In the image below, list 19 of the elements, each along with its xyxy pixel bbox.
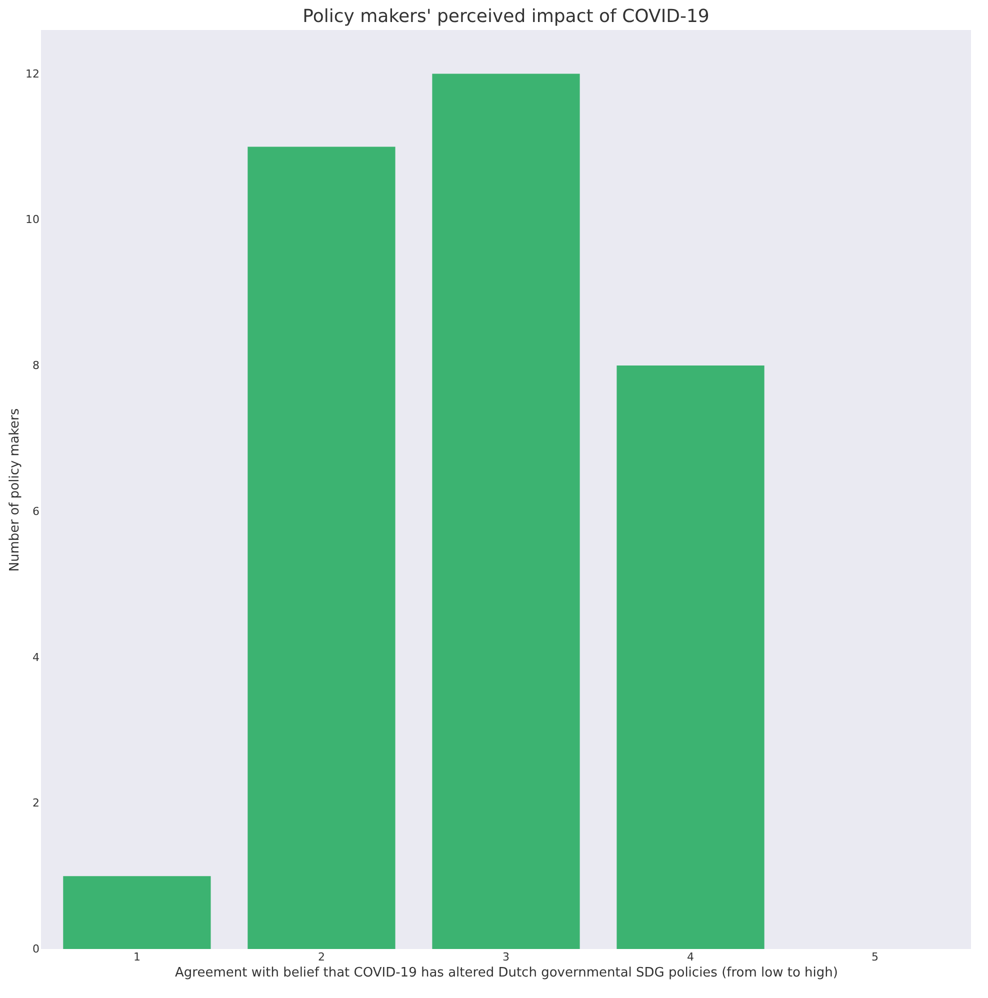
x-tick-label: 1 xyxy=(133,950,140,964)
y-tick-label: 12 xyxy=(26,67,40,80)
y-tick-label: 0 xyxy=(32,942,40,956)
x-tick-label: 3 xyxy=(502,950,510,964)
x-axis-title: Agreement with belief that COVID-19 has altered Dutch governmental SDG policies (from low to high) xyxy=(175,966,838,980)
x-tick-label: 4 xyxy=(687,950,694,964)
bar xyxy=(616,366,764,949)
y-axis-title: Number of policy makers xyxy=(8,408,23,572)
y-tick-label: 8 xyxy=(32,359,40,372)
y-tick-label: 6 xyxy=(32,504,40,518)
bar xyxy=(432,74,580,949)
y-tick-label: 10 xyxy=(26,213,40,226)
y-tick-label: 2 xyxy=(32,796,40,810)
x-tick-label: 2 xyxy=(318,950,325,964)
y-tick-label: 4 xyxy=(32,650,40,664)
bar xyxy=(248,146,396,949)
x-tick-label: 5 xyxy=(872,950,879,964)
bar xyxy=(63,876,211,949)
chart-title: Policy makers' perceived impact of COVID-19 xyxy=(302,6,710,27)
